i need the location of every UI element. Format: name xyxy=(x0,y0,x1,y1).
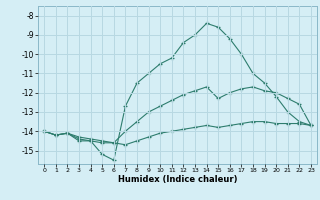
X-axis label: Humidex (Indice chaleur): Humidex (Indice chaleur) xyxy=(118,175,237,184)
